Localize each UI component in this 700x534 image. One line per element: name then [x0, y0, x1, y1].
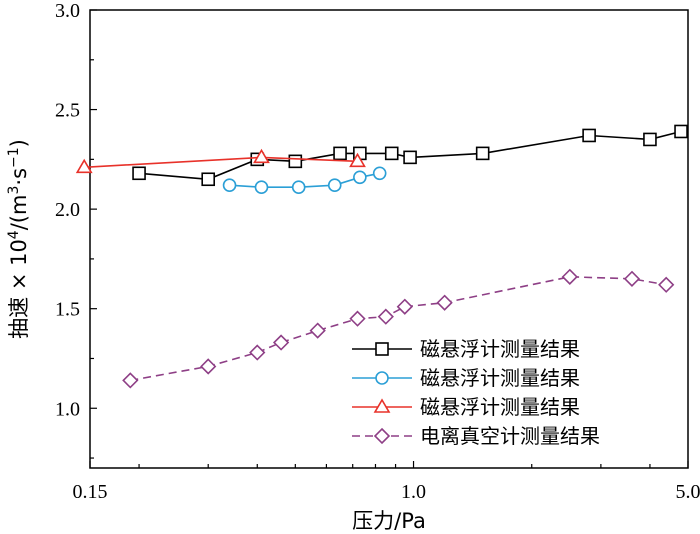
series-3-point: [253, 148, 270, 164]
series-2-point: [353, 170, 367, 185]
series-1-point: [384, 146, 399, 161]
series-3-point: [75, 158, 93, 174]
legend-item-2: 磁悬浮计测量结果: [352, 366, 580, 390]
y-axis-title-unit-open: /(m: [7, 195, 31, 231]
legend-marker: [373, 398, 391, 413]
y-axis-title: 抽速 × 104/(m3·s−1): [6, 139, 31, 339]
series-1-point: [201, 172, 216, 187]
series-2-point: [372, 166, 387, 181]
legend-marker: [375, 342, 389, 356]
legend-item-3: 磁悬浮计测量结果: [352, 395, 580, 419]
series-4-point: [249, 344, 266, 361]
x-tick-label: 0.15: [73, 481, 108, 503]
y-tick-label: 3.0: [55, 0, 80, 22]
series-4-point: [396, 298, 413, 315]
legend-item-4: 电离真空计测量结果: [352, 424, 600, 448]
y-axis-title-exp: 4: [6, 230, 22, 239]
legend-label: 磁悬浮计测量结果: [420, 337, 580, 361]
legend-item-1: 磁悬浮计测量结果: [352, 337, 580, 361]
legend-marker: [375, 371, 389, 385]
series-1-point: [132, 166, 146, 181]
legend-marker: [373, 427, 391, 445]
series-1: [132, 124, 688, 187]
series-4: [122, 268, 675, 389]
y-tick-label: 1.0: [55, 398, 80, 420]
plot-frame: [89, 9, 689, 469]
series-4-point: [377, 308, 394, 325]
legend-label: 电离真空计测量结果: [420, 424, 600, 448]
series-1-point: [333, 146, 347, 161]
series-4-point: [272, 334, 290, 351]
series-4-point: [561, 268, 578, 285]
axes-layer: 1.0 1.5 2.0 2.5 3.0 0.15 1.0 5.0: [55, 0, 700, 503]
series-1-line: [139, 130, 682, 181]
x-tick-label: 1.0: [401, 481, 426, 503]
y-tick-label: 2.0: [55, 199, 80, 221]
series-1-point: [288, 154, 303, 169]
y-axis-title-unit-exp2: −1: [6, 147, 22, 168]
series-4-point: [436, 294, 453, 311]
x-tick-label: 5.0: [676, 481, 700, 503]
series-2-point: [327, 178, 342, 193]
series-2-point: [291, 180, 306, 195]
series-3: [75, 148, 366, 174]
y-axis-title-unit-exp1: 3: [6, 186, 22, 195]
legend-label: 磁悬浮计测量结果: [420, 395, 580, 419]
series-layer: [75, 124, 688, 389]
series-4-point: [200, 358, 217, 375]
series-3-point: [349, 152, 366, 168]
series-4-line: [130, 275, 667, 382]
series-4-point: [349, 310, 366, 327]
series-1-point: [403, 150, 417, 165]
series-1-point: [582, 128, 596, 143]
y-tick-label: 2.5: [55, 100, 80, 122]
series-2-point: [254, 180, 269, 195]
series-1-point: [674, 124, 688, 139]
series-3-line: [84, 156, 358, 169]
y-axis-title-unit-mid: ·s: [7, 168, 31, 186]
series-4-point: [122, 372, 139, 389]
x-axis-title: 压力/Pa: [352, 509, 426, 533]
series-2-point: [222, 178, 237, 193]
y-axis-title-main: 抽速 × 10: [7, 239, 31, 339]
series-4-point: [623, 270, 641, 287]
series-4-point: [658, 276, 675, 293]
series-4-point: [309, 322, 326, 339]
legend-label: 磁悬浮计测量结果: [420, 366, 580, 390]
series-1-point: [643, 132, 657, 147]
series-2: [222, 166, 387, 195]
series-1-point: [475, 146, 490, 161]
y-tick-label: 1.5: [55, 299, 80, 321]
y-axis-title-unit-close: ): [7, 139, 31, 147]
